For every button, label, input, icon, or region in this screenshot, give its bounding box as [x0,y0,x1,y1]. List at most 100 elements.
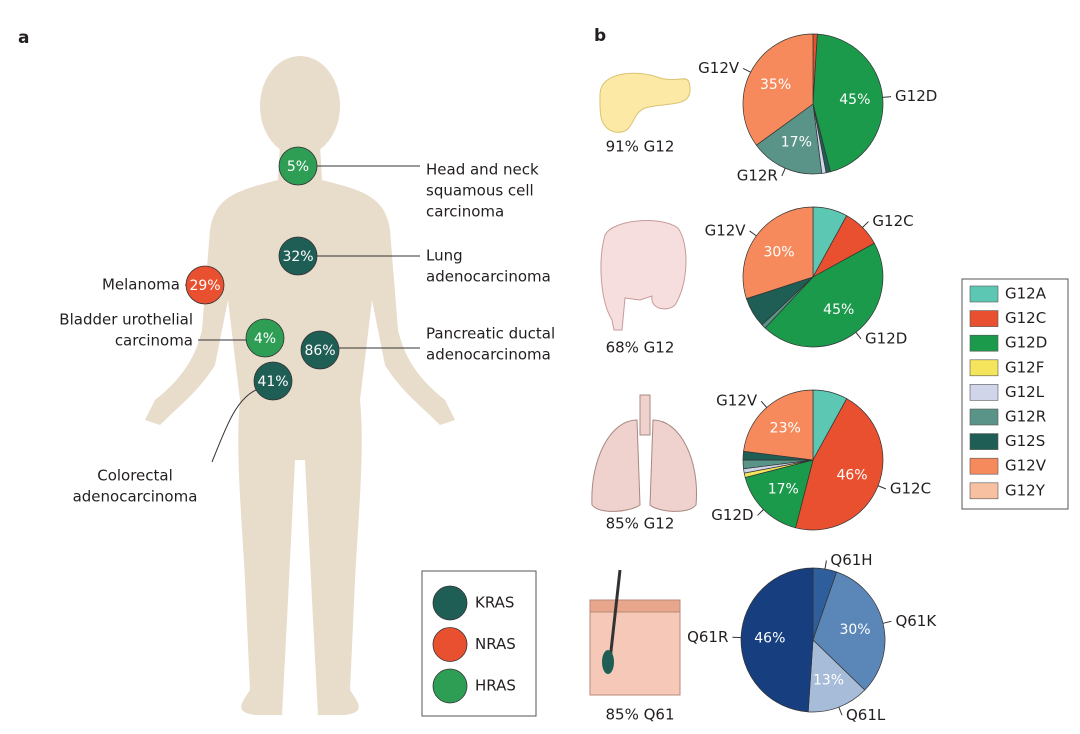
site-label: carcinoma [426,203,504,221]
slice-label: G12V [705,221,747,239]
pie-slice [812,33,884,173]
legend-swatch [432,627,468,662]
legend-swatch [432,585,468,621]
leader-line [742,67,751,73]
slice-label: G12D [895,87,937,105]
slice-label: G12D [865,329,907,347]
site-label: adenocarcinoma [73,488,198,506]
slice-label: Q61L [846,706,886,724]
pie-slice [744,459,814,529]
pie-slice [807,639,866,713]
slice-value: 45% [823,302,854,318]
site-label: Colorectal [97,467,173,485]
site-label: adenocarcinoma [426,268,551,286]
slice-label: G12R [737,166,778,184]
legend-label: NRAS [475,635,516,653]
legend-swatch [969,285,999,303]
pie-slice [740,567,814,713]
legend-label: G12D [1005,334,1047,352]
leader-line [862,221,869,228]
site-value: 86% [304,343,335,359]
slice-value: 17% [768,482,799,498]
site-marker [245,318,285,358]
site-marker [253,361,293,401]
legend-label: G12F [1005,358,1044,376]
legend-swatch [969,482,999,500]
pie-slice [764,242,884,348]
legend-label: G12A [1005,285,1047,303]
site-label: squamous cell [426,182,534,200]
leader-line [882,96,892,98]
legend-label: G12S [1005,432,1045,450]
slice-value: 45% [839,92,870,108]
site-label: adenocarcinoma [426,346,551,364]
slice-label: G12V [716,392,758,410]
leader-line [838,707,843,716]
slice-value: 30% [763,244,794,260]
site-value: 5% [287,159,309,175]
legend-label: HRAS [475,677,516,695]
site-label: Lung [426,247,463,265]
site-label: Melanoma [102,276,180,294]
pie-slice [795,398,884,531]
site-value: 41% [257,374,288,390]
legend-swatch [969,334,999,352]
leader-line [877,485,887,490]
slice-label: G12D [711,506,753,524]
slice-value: 30% [839,622,870,638]
pie-caption: 68% G12 [606,339,675,357]
slice-value: 46% [836,467,867,483]
leader-line [882,620,892,624]
leader-line [781,168,786,177]
slice-label: Q61H [830,551,872,569]
slice-value: 17% [781,135,812,151]
slice-label: Q61R [687,628,728,646]
pie-slice [755,103,823,175]
slice-value: 23% [770,420,801,436]
legend-label: G12Y [1005,481,1046,499]
pie-slice [742,33,814,146]
site-marker [278,236,318,276]
site-label: Head and neck [426,161,539,179]
colon-icon [600,220,687,331]
leader-line [749,230,757,237]
legend-label: G12L [1005,383,1045,401]
slice-value: 35% [760,77,791,93]
legend-swatch [969,408,999,426]
legend-swatch [969,359,999,377]
slice-label: G12C [872,212,913,230]
leader-lines [185,165,420,463]
pie-caption: 91% G12 [606,138,675,156]
leader-line [824,560,827,570]
legend-swatch [969,433,999,450]
site-label: Pancreatic ductal [426,325,555,343]
panel-label: b [594,26,606,46]
pie-caption: 85% G12 [606,515,675,533]
leader-line [855,332,862,340]
site-value: 29% [189,278,220,294]
pie-slice [812,571,886,691]
skin-icon [589,569,681,696]
panel-label: a [18,28,29,48]
lungs-icon [591,394,698,512]
site-label: carcinoma [115,332,193,350]
legend-swatch [969,457,999,475]
slice-label: G12V [698,59,740,77]
site-marker [185,265,225,305]
legend-label: G12C [1005,309,1046,327]
legend-label: G12R [1005,408,1046,426]
legend-swatch [969,310,999,327]
leader-line [757,509,764,516]
pancreas-icon [599,72,691,133]
slice-value: 46% [754,631,785,647]
site-marker [300,330,340,370]
legend-label: G12V [1005,457,1047,475]
site-label: Bladder urothelial [59,311,193,329]
leader-line [760,400,768,408]
slice-label: G12C [890,479,931,497]
pie-slice [743,389,814,461]
legend-swatch [969,384,999,401]
site-value: 4% [254,331,276,347]
legend-swatch [432,668,468,704]
